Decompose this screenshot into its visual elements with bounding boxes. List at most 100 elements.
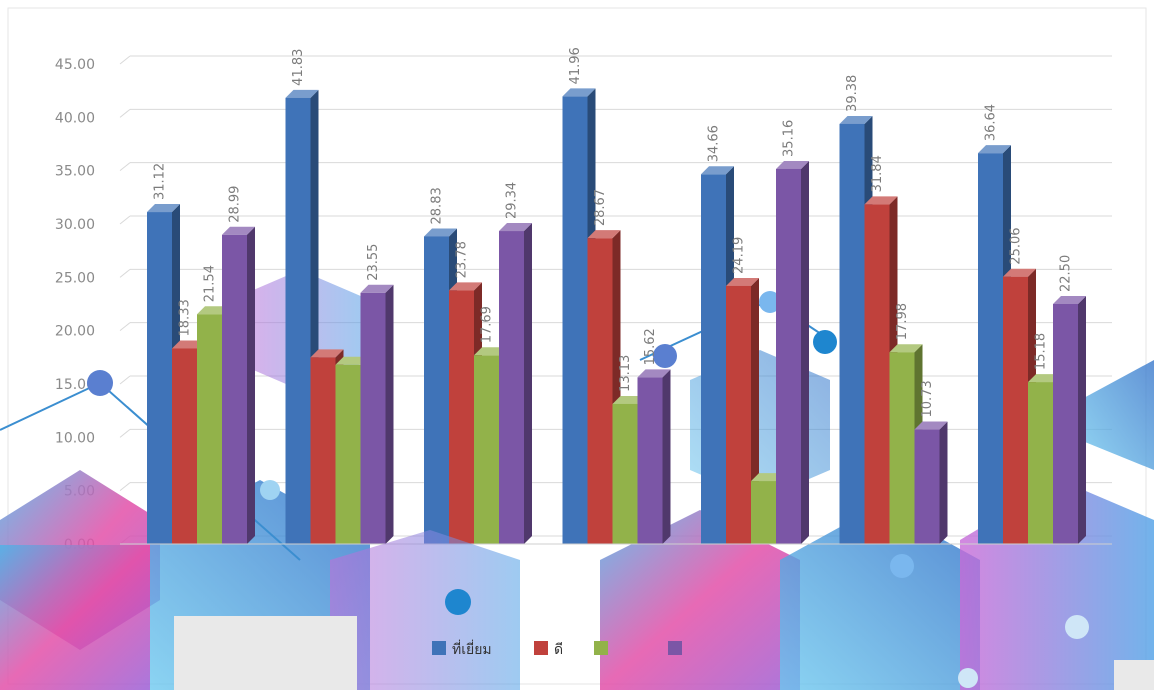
bar-top — [499, 223, 532, 232]
bar-top — [612, 395, 646, 404]
bar-top — [562, 88, 596, 97]
data-label: 13.13 — [618, 355, 633, 392]
bar-top — [197, 306, 230, 315]
bar-front — [222, 234, 247, 545]
bar-top — [222, 226, 255, 235]
bar-front — [360, 292, 386, 544]
bar — [776, 160, 809, 544]
data-label: 22.50 — [1059, 255, 1074, 292]
bar-front — [914, 429, 940, 544]
node-dot — [260, 480, 280, 500]
bar-side — [1078, 296, 1086, 544]
bar — [499, 223, 532, 545]
bar-top — [147, 204, 180, 213]
bar-front — [310, 357, 336, 544]
bar-front — [839, 123, 865, 545]
data-label: 25.06 — [1009, 227, 1024, 264]
bar-side — [524, 223, 532, 545]
bar-front — [864, 204, 890, 544]
data-label: 29.34 — [505, 182, 520, 219]
bar — [637, 369, 671, 544]
bar-top — [424, 228, 457, 237]
bar-front — [197, 314, 222, 544]
bar-top — [914, 421, 948, 430]
node-dot — [445, 589, 471, 615]
bar-top — [1053, 296, 1086, 304]
node-dot — [813, 330, 837, 354]
hexagon-decoration — [1080, 360, 1154, 470]
bar-top — [360, 284, 394, 293]
data-label: 36.64 — [984, 104, 999, 141]
hexagon-decoration — [600, 510, 800, 690]
data-label: 28.83 — [430, 187, 445, 224]
data-label: 18.33 — [178, 299, 193, 336]
node-dot — [759, 291, 781, 313]
node-dot — [1065, 615, 1089, 639]
gridline-edge — [119, 375, 131, 385]
bar-top — [172, 340, 205, 349]
bar-front — [751, 481, 776, 544]
data-label: 34.66 — [707, 125, 722, 162]
foreground-decoration — [0, 530, 1154, 690]
white-panel — [174, 616, 357, 690]
bar-top — [1028, 374, 1061, 383]
bar-marks — [147, 88, 1086, 545]
bar-front — [172, 348, 197, 544]
bar-front — [978, 153, 1003, 544]
bar-top — [335, 356, 369, 365]
legend-swatch — [668, 641, 682, 655]
gridline-edge — [119, 428, 131, 438]
bar-top — [978, 145, 1011, 154]
gridline-edge — [119, 55, 131, 65]
data-label: 28.99 — [228, 186, 243, 223]
data-label: 24.19 — [732, 237, 747, 274]
bar-front — [474, 355, 499, 544]
bar-top — [701, 166, 734, 175]
data-label: 41.83 — [291, 49, 306, 86]
data-label: 17.69 — [480, 306, 495, 343]
bar-front — [449, 290, 474, 544]
node-dot — [653, 344, 677, 368]
bar-side — [801, 160, 809, 544]
legend-label: ดี — [554, 642, 563, 658]
legend-swatch — [432, 641, 446, 655]
gridline-edge — [119, 268, 131, 278]
y-tick-label: 25.00 — [55, 270, 95, 286]
bar-front — [1003, 276, 1028, 544]
data-label: 23.78 — [455, 241, 470, 278]
bar-front — [776, 168, 801, 544]
bar-front — [637, 377, 663, 544]
y-tick-label: 30.00 — [55, 217, 95, 233]
bar-top — [587, 230, 621, 239]
data-label: 31.84 — [870, 155, 885, 192]
bar-front — [889, 352, 915, 544]
legend-swatch — [594, 641, 608, 655]
legend-swatch — [534, 641, 548, 655]
bar-top — [285, 89, 319, 98]
bar-front — [499, 231, 524, 545]
legend-item — [668, 641, 682, 655]
legend-item — [594, 641, 608, 655]
bar — [222, 226, 255, 545]
gridline-edge — [119, 322, 131, 332]
data-label: 31.12 — [153, 163, 168, 200]
bar-top — [474, 347, 507, 356]
bar-front — [1053, 304, 1078, 544]
bar-front — [285, 97, 311, 545]
y-tick-label: 35.00 — [55, 164, 95, 180]
data-label: 39.38 — [845, 75, 860, 112]
bar — [360, 284, 394, 544]
data-label: 15.62 — [643, 328, 658, 365]
y-tick-label: 45.00 — [55, 57, 95, 73]
bar-front — [587, 238, 613, 545]
bar-top — [449, 282, 482, 291]
legend-label: ที่เยี่ยม — [452, 640, 492, 658]
bar-front — [424, 236, 449, 545]
data-label: 35.16 — [782, 120, 797, 157]
bar-front — [147, 212, 172, 544]
y-tick-label: 40.00 — [55, 110, 95, 126]
bar-top — [889, 344, 923, 353]
bar-top — [864, 196, 898, 205]
bar-side — [385, 284, 394, 544]
